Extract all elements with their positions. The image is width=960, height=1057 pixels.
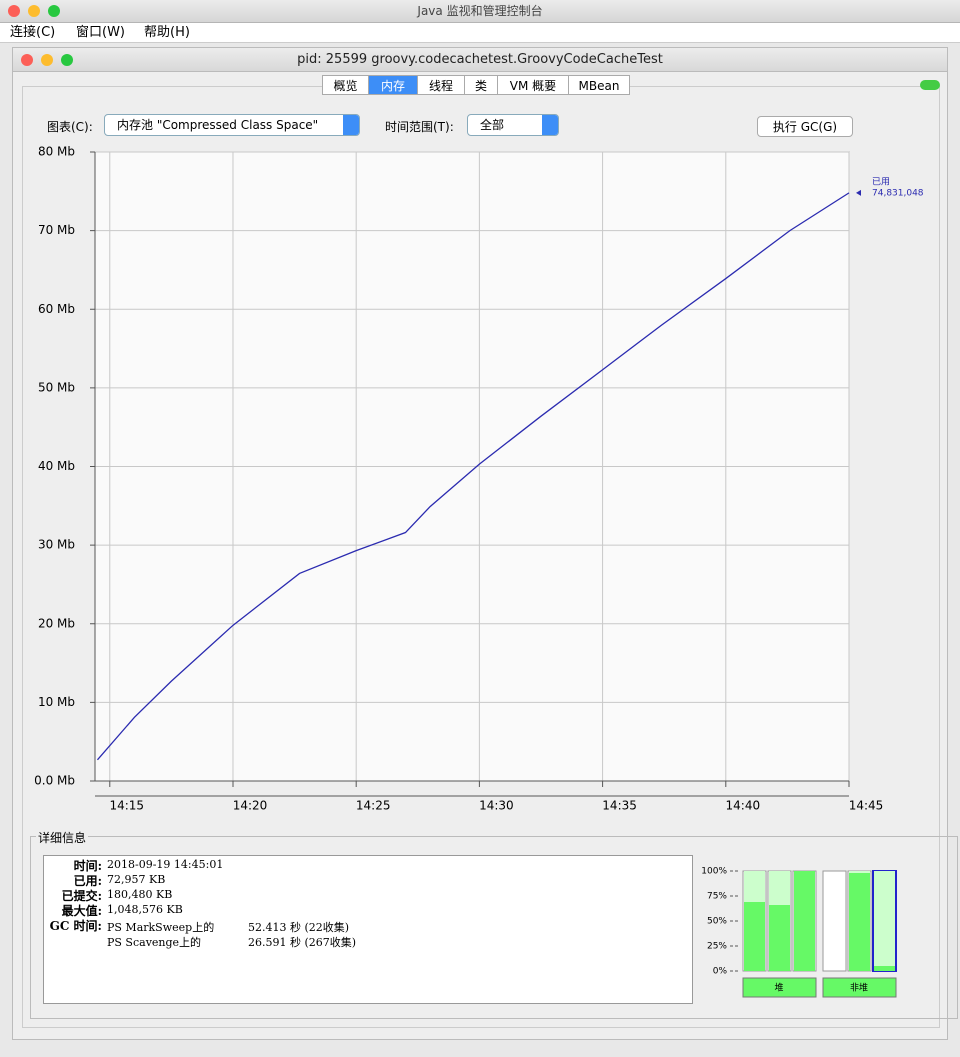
y-tick-label: 10 Mb [38, 695, 75, 709]
menu-item[interactable]: 帮助(H) [144, 25, 190, 40]
current-value: 74,831,048 [872, 188, 924, 198]
title-bar: Java 监视和管理控制台 [0, 0, 960, 23]
used-bar [874, 966, 895, 971]
group-box[interactable] [822, 977, 897, 998]
group-label: 堆 [774, 983, 783, 994]
details-box [43, 855, 693, 1004]
tab[interactable]: VM 概要 [497, 75, 569, 95]
used-bar [769, 905, 790, 971]
range-select[interactable]: 全部 [467, 114, 559, 136]
range-label: 时间范围(T): [385, 120, 454, 134]
detail-value: 180,480 KB [107, 888, 173, 901]
x-tick-label: 14:15 [109, 799, 144, 813]
detail-value: 1,048,576 KB [107, 903, 183, 916]
menu-item[interactable]: 连接(C) [10, 25, 56, 40]
detail-value: 2018-09-19 14:45:01 [107, 858, 224, 871]
y-tick-label: 0.0 Mb [34, 774, 75, 788]
bar-tick-label: 50% [707, 917, 727, 927]
group-label: 非堆 [850, 982, 868, 994]
y-tick-label: 60 Mb [38, 302, 75, 316]
bar-tick-label: 100% [701, 867, 727, 877]
gc-name: PS Scavenge上的 [107, 936, 202, 949]
chart: 0.0 Mb 10 Mb 20 Mb 30 Mb 40 Mb 50 Mb 60 Mb 70 M… [34, 145, 924, 813]
detail-label: 已提交: [61, 889, 102, 903]
x-tick-label: 14:35 [602, 799, 637, 813]
window-title: Java 监视和管理控制台 [417, 4, 543, 18]
y-tick-label: 50 Mb [38, 380, 75, 394]
used-bar [794, 871, 815, 971]
bar-tick-label: 25% [707, 942, 727, 952]
gc-name: PS MarkSweep上的 [107, 921, 215, 934]
y-tick-label: 70 Mb [38, 223, 75, 237]
used-bar [849, 873, 870, 971]
window-controls[interactable] [8, 5, 60, 20]
x-tick-label: 14:30 [479, 799, 514, 813]
used-bar [744, 902, 765, 971]
y-tick-label: 20 Mb [38, 616, 75, 630]
menu-item[interactable]: 窗口(W) [76, 25, 125, 40]
x-tick-label: 14:20 [233, 799, 268, 813]
y-tick-label: 30 Mb [38, 538, 75, 552]
group-box[interactable] [742, 977, 817, 998]
details-group [30, 836, 958, 1019]
bar-tick-label: 75% [707, 892, 727, 902]
detail-label: 最大值: [61, 904, 102, 918]
gc-value: 26.591 秒 (267收集) [248, 936, 357, 949]
detail-value: 72,957 KB [107, 873, 166, 886]
gc-label: GC 时间: [49, 919, 102, 933]
chart-select[interactable]: 内存池 "Compressed Class Space" [104, 114, 360, 136]
current-marker [856, 189, 861, 196]
x-tick-label: 14:40 [726, 799, 761, 813]
detail-label: 已用: [73, 874, 102, 888]
bar-frame[interactable] [822, 870, 847, 972]
gc-button[interactable]: 执行 GC(G) [757, 116, 853, 137]
connection-icon [920, 80, 940, 90]
legend-name: 已用 [872, 176, 890, 187]
details-title: 详细信息 [36, 829, 89, 846]
pool-bars: 100% 75% 50% 25% 0% 堆 非堆 [701, 867, 897, 998]
x-tick-label: 14:25 [356, 799, 391, 813]
inner-title: pid: 25599 groovy.codecachetest.GroovyCo… [13, 48, 947, 72]
y-tick-label: 80 Mb [38, 145, 75, 159]
detail-label: 时间: [73, 859, 102, 873]
tab[interactable]: MBean [568, 75, 630, 95]
x-tick-label: 14:45 [849, 799, 884, 813]
inner-controls[interactable] [21, 54, 73, 69]
committed-bar [874, 871, 895, 971]
menu-bar: 连接(C) 窗口(W) 帮助(H) [0, 23, 960, 43]
series-line [96, 192, 850, 761]
bar-tick-label: 0% [713, 967, 728, 977]
gc-value: 52.413 秒 (22收集) [248, 921, 350, 934]
y-tick-label: 40 Mb [38, 459, 75, 473]
chart-label: 图表(C): [47, 120, 93, 134]
